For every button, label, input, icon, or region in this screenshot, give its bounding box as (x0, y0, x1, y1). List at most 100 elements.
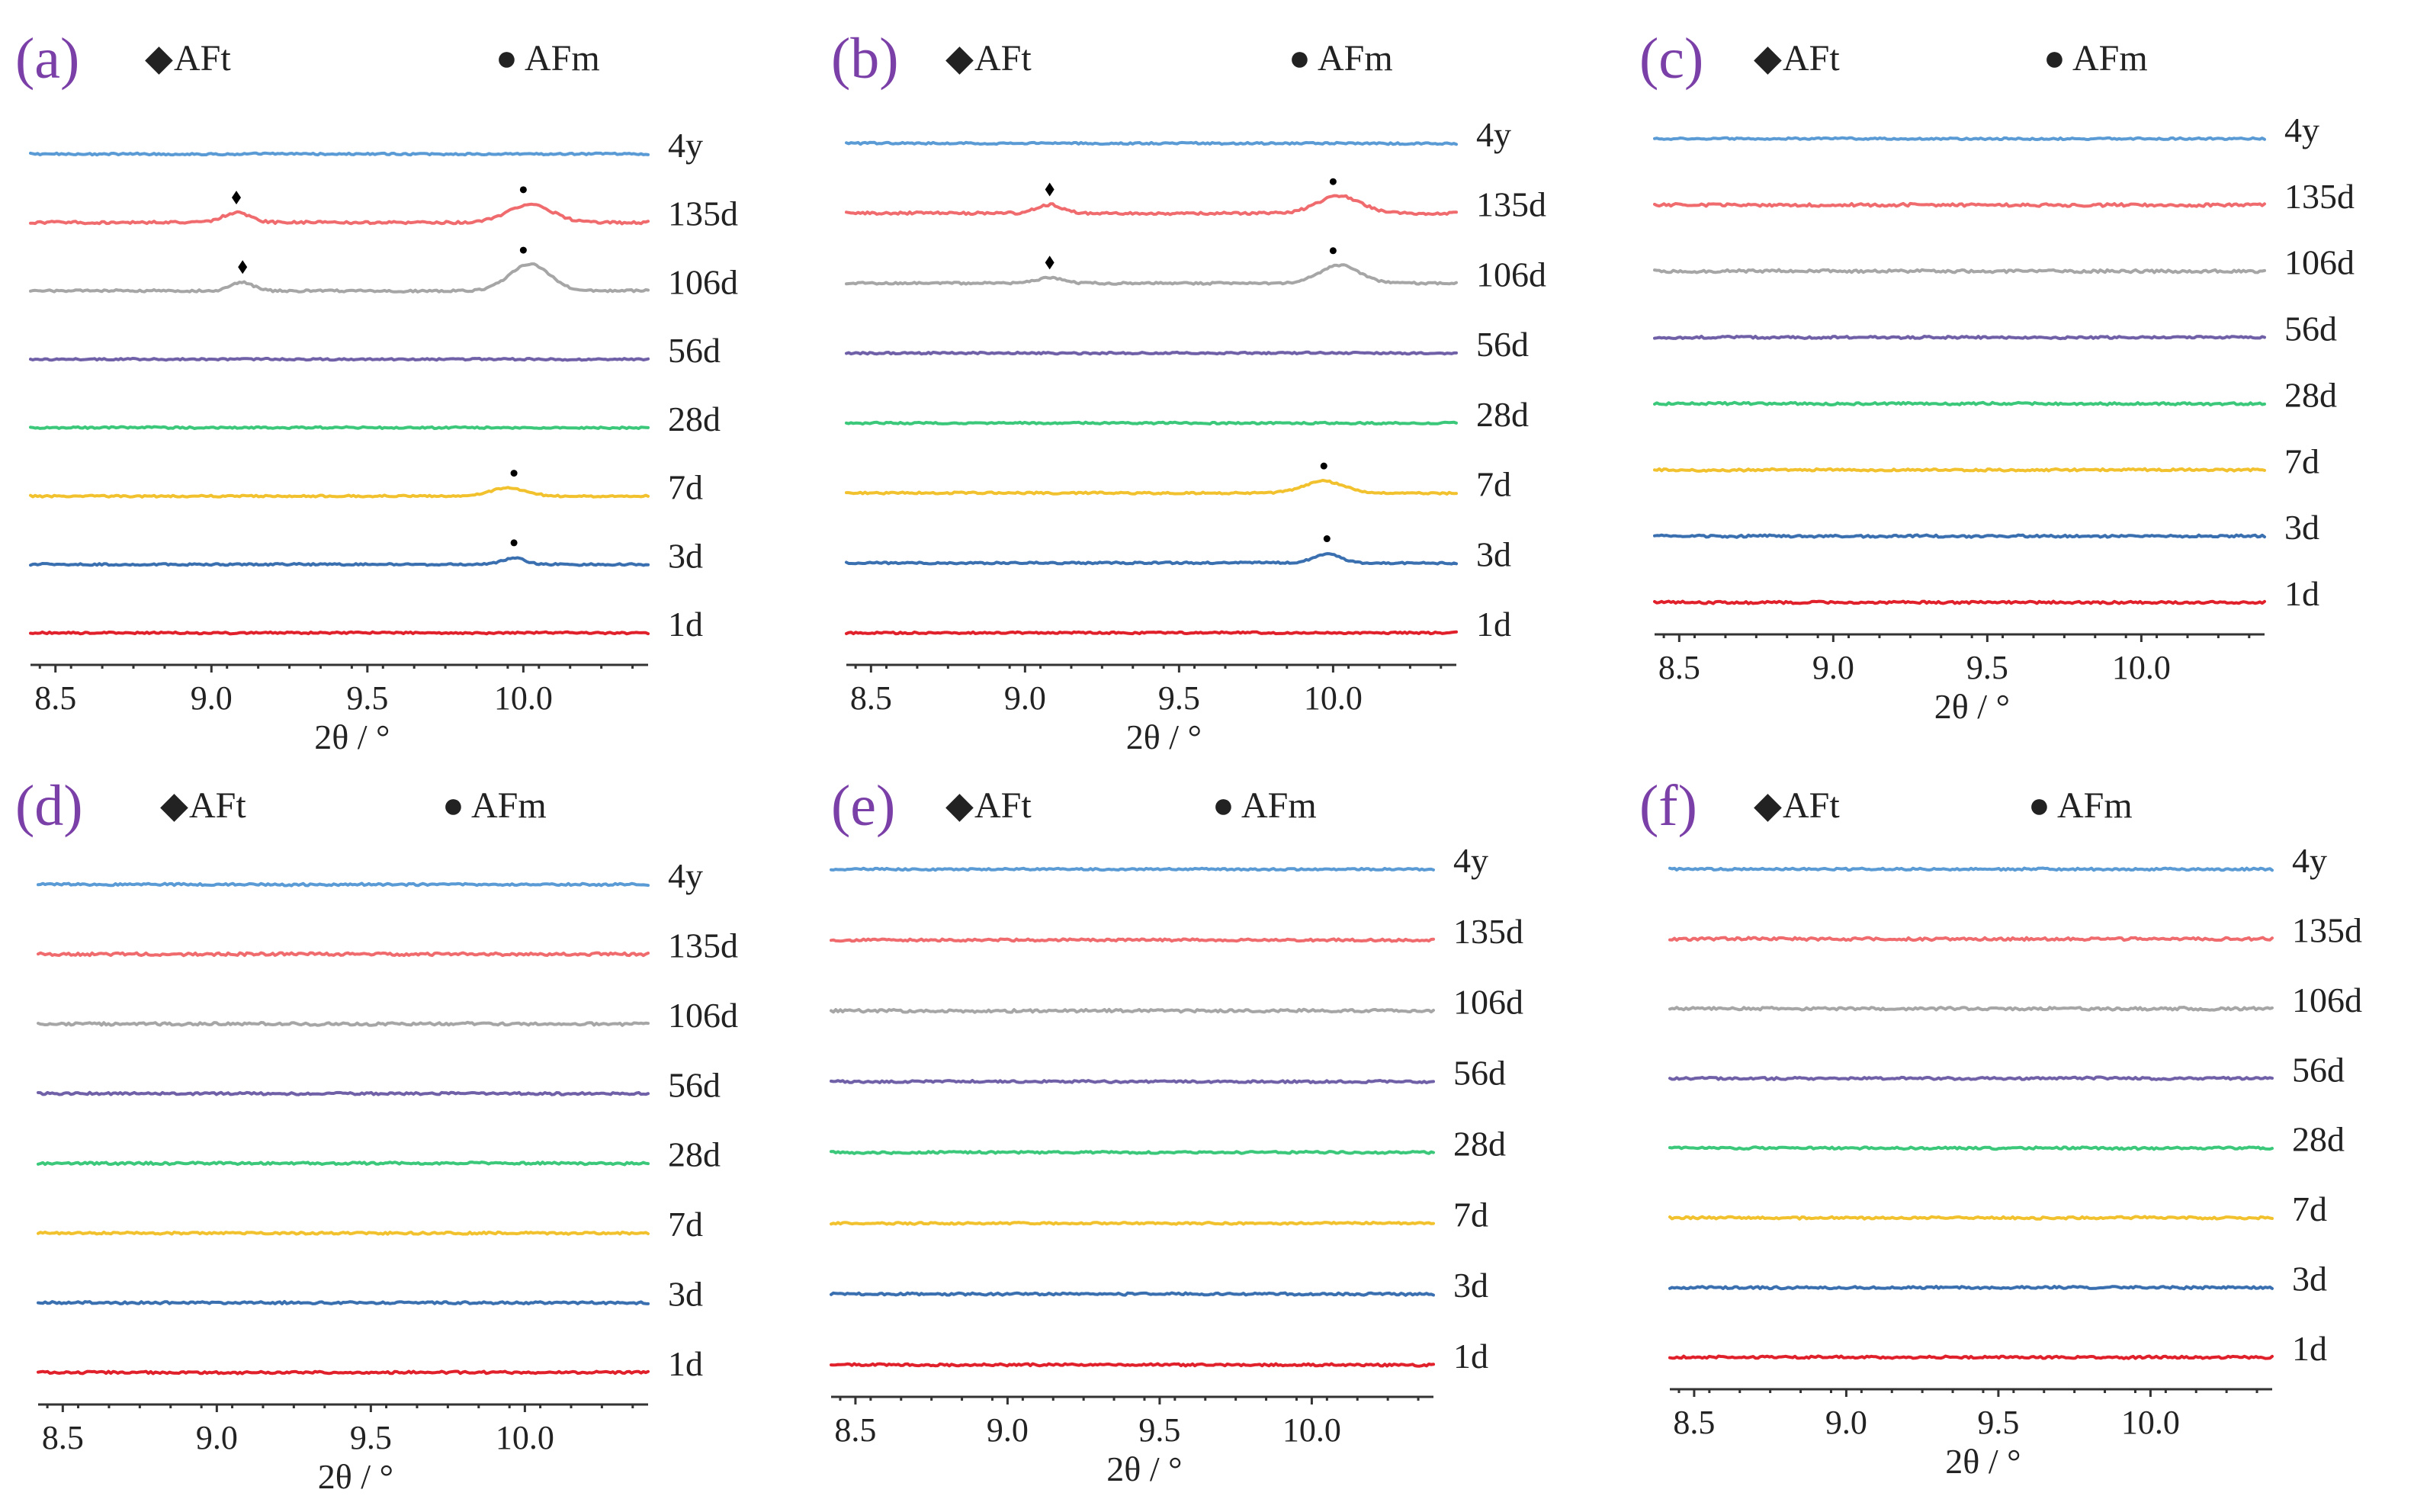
x-axis-title: 2θ / ° (1934, 687, 2010, 726)
series-label-28d: 28d (1453, 1124, 1506, 1163)
aft-legend-marker-icon: ◆ (160, 785, 188, 826)
series-label-3d: 3d (2292, 1260, 2327, 1299)
series-label-3d: 3d (1476, 534, 1511, 573)
series-label-56d: 56d (668, 1065, 721, 1104)
x-axis-title: 2θ / ° (1945, 1442, 2021, 1481)
panel-letter: (a) (15, 27, 79, 91)
x-tick-label: 9.0 (1825, 1404, 1867, 1441)
aft-legend-marker-icon: ◆ (1754, 785, 1782, 826)
afm-legend-marker-icon: ● (1212, 785, 1234, 826)
series-line-28d (845, 420, 1458, 426)
series-label-4y: 4y (2292, 841, 2327, 880)
series-line-1d (29, 630, 650, 636)
x-tick-label: 9.0 (196, 1419, 238, 1456)
x-tick-label: 10.0 (494, 679, 553, 717)
aft-legend-marker-icon: ◆ (1754, 38, 1782, 79)
x-tick-label: 8.5 (850, 679, 892, 717)
series-line-1d (37, 1369, 650, 1376)
series-label-1d: 1d (1476, 605, 1511, 644)
series-label-3d: 3d (668, 1275, 703, 1314)
xrd-chart: (a) ◆ AFt ● AFm 4y 135d 106d 56d 28d 7d 3d 1d 8.5 9.0 9… (15, 27, 738, 756)
aft-legend-label: AFt (174, 38, 231, 79)
afm-legend-label: AFm (471, 785, 547, 826)
series-line-3d (37, 1300, 650, 1305)
series-label-7d: 7d (1476, 465, 1511, 504)
x-tick-label: 8.5 (42, 1419, 84, 1456)
panel-letter: (c) (1639, 27, 1703, 91)
series-line-4y (37, 881, 650, 888)
series-line-3d (29, 556, 650, 567)
series-line-135d (845, 194, 1458, 217)
afm-legend-marker-icon: ● (2043, 38, 2066, 79)
series-label-135d: 135d (668, 926, 738, 965)
aft-legend-label: AFt (1783, 38, 1840, 79)
xrd-chart: (d) ◆ AFt ● AFm 4y 135d 106d 56d 28d 7d 3d 1d 8.5 9.0 9… (15, 774, 738, 1496)
x-tick-label: 9.5 (350, 1419, 392, 1456)
series-line-3d (845, 552, 1458, 566)
afm-legend-marker-icon: ● (442, 785, 464, 826)
series-line-28d (1653, 400, 2266, 407)
series-label-56d: 56d (1453, 1054, 1506, 1093)
series-label-7d: 7d (668, 1205, 703, 1244)
series-label-1d: 1d (668, 605, 703, 644)
series-line-56d (1653, 335, 2266, 341)
aft-legend-marker-icon: ◆ (945, 785, 974, 826)
x-tick-label: 9.0 (987, 1411, 1029, 1449)
series-label-1d: 1d (2284, 574, 2319, 613)
x-axis-title: 2θ / ° (1126, 717, 1202, 756)
series-label-106d: 106d (668, 262, 738, 301)
panel-a: (a) ◆ AFt ● AFm 4y 135d 106d 56d 28d 7d 3d 1d 8.5 9.0 9… (15, 15, 785, 756)
series-line-106d (845, 263, 1458, 286)
series-label-106d: 106d (1453, 983, 1523, 1022)
x-tick-label: 9.5 (1158, 679, 1200, 717)
series-line-56d (29, 357, 650, 362)
panel-c: (c) ◆ AFt ● AFm 4y 135d 106d 56d 28d 7d 3d 1d 8.5 9.0 9… (1639, 15, 2409, 747)
aft-legend-label: AFt (974, 785, 1032, 826)
x-tick-label: 10.0 (1282, 1411, 1341, 1449)
x-tick-label: 8.5 (34, 679, 76, 717)
series-label-3d: 3d (1453, 1266, 1488, 1305)
series-line-56d (37, 1090, 650, 1096)
aft-peak-marker (238, 260, 248, 274)
series-label-4y: 4y (1453, 841, 1488, 880)
afm-legend-marker-icon: ● (1289, 38, 1311, 79)
x-tick-label: 9.5 (1977, 1404, 2019, 1441)
series-label-106d: 106d (2292, 981, 2362, 1019)
x-tick-label: 10.0 (496, 1419, 554, 1456)
series-label-7d: 7d (1453, 1195, 1488, 1234)
afm-peak-marker (1329, 178, 1337, 185)
series-line-7d (830, 1221, 1435, 1226)
x-axis-title: 2θ / ° (318, 1457, 393, 1496)
afm-legend-label: AFm (1241, 785, 1317, 826)
afm-legend-label: AFm (1318, 38, 1393, 79)
series-line-4y (845, 140, 1458, 146)
series-line-1d (830, 1362, 1435, 1368)
series-line-106d (37, 1020, 650, 1027)
aft-peak-marker (1045, 182, 1055, 197)
panel-letter: (e) (831, 774, 895, 838)
afm-legend-label: AFm (2072, 38, 2148, 79)
x-tick-label: 9.0 (1004, 679, 1046, 717)
series-label-28d: 28d (2284, 375, 2337, 414)
series-line-4y (830, 866, 1435, 872)
aft-peak-marker (232, 191, 241, 205)
panel-f: (f) ◆ AFt ● AFm 4y 135d 106d 56d 28d 7d 3d 1d 8.5 9.0 9… (1639, 762, 2409, 1494)
x-axis-title: 2θ / ° (314, 717, 390, 756)
series-label-56d: 56d (668, 331, 721, 370)
series-line-106d (1668, 1006, 2274, 1012)
series-label-4y: 4y (668, 856, 703, 895)
series-line-7d (845, 479, 1458, 496)
series-label-1d: 1d (1453, 1337, 1488, 1376)
afm-peak-marker (510, 539, 518, 547)
aft-legend-label: AFt (189, 785, 246, 826)
aft-legend-marker-icon: ◆ (945, 38, 974, 79)
series-label-1d: 1d (2292, 1329, 2327, 1368)
panel-e: (e) ◆ AFt ● AFm 4y 135d 106d 56d 28d 7d 3d 1d 8.5 9.0 9… (830, 762, 1601, 1494)
series-line-28d (37, 1160, 650, 1167)
series-label-4y: 4y (1476, 115, 1511, 154)
series-label-106d: 106d (2284, 243, 2355, 282)
series-label-1d: 1d (668, 1344, 703, 1383)
afm-legend-label: AFm (2057, 785, 2133, 826)
series-line-56d (845, 350, 1458, 356)
series-label-56d: 56d (2284, 310, 2337, 348)
